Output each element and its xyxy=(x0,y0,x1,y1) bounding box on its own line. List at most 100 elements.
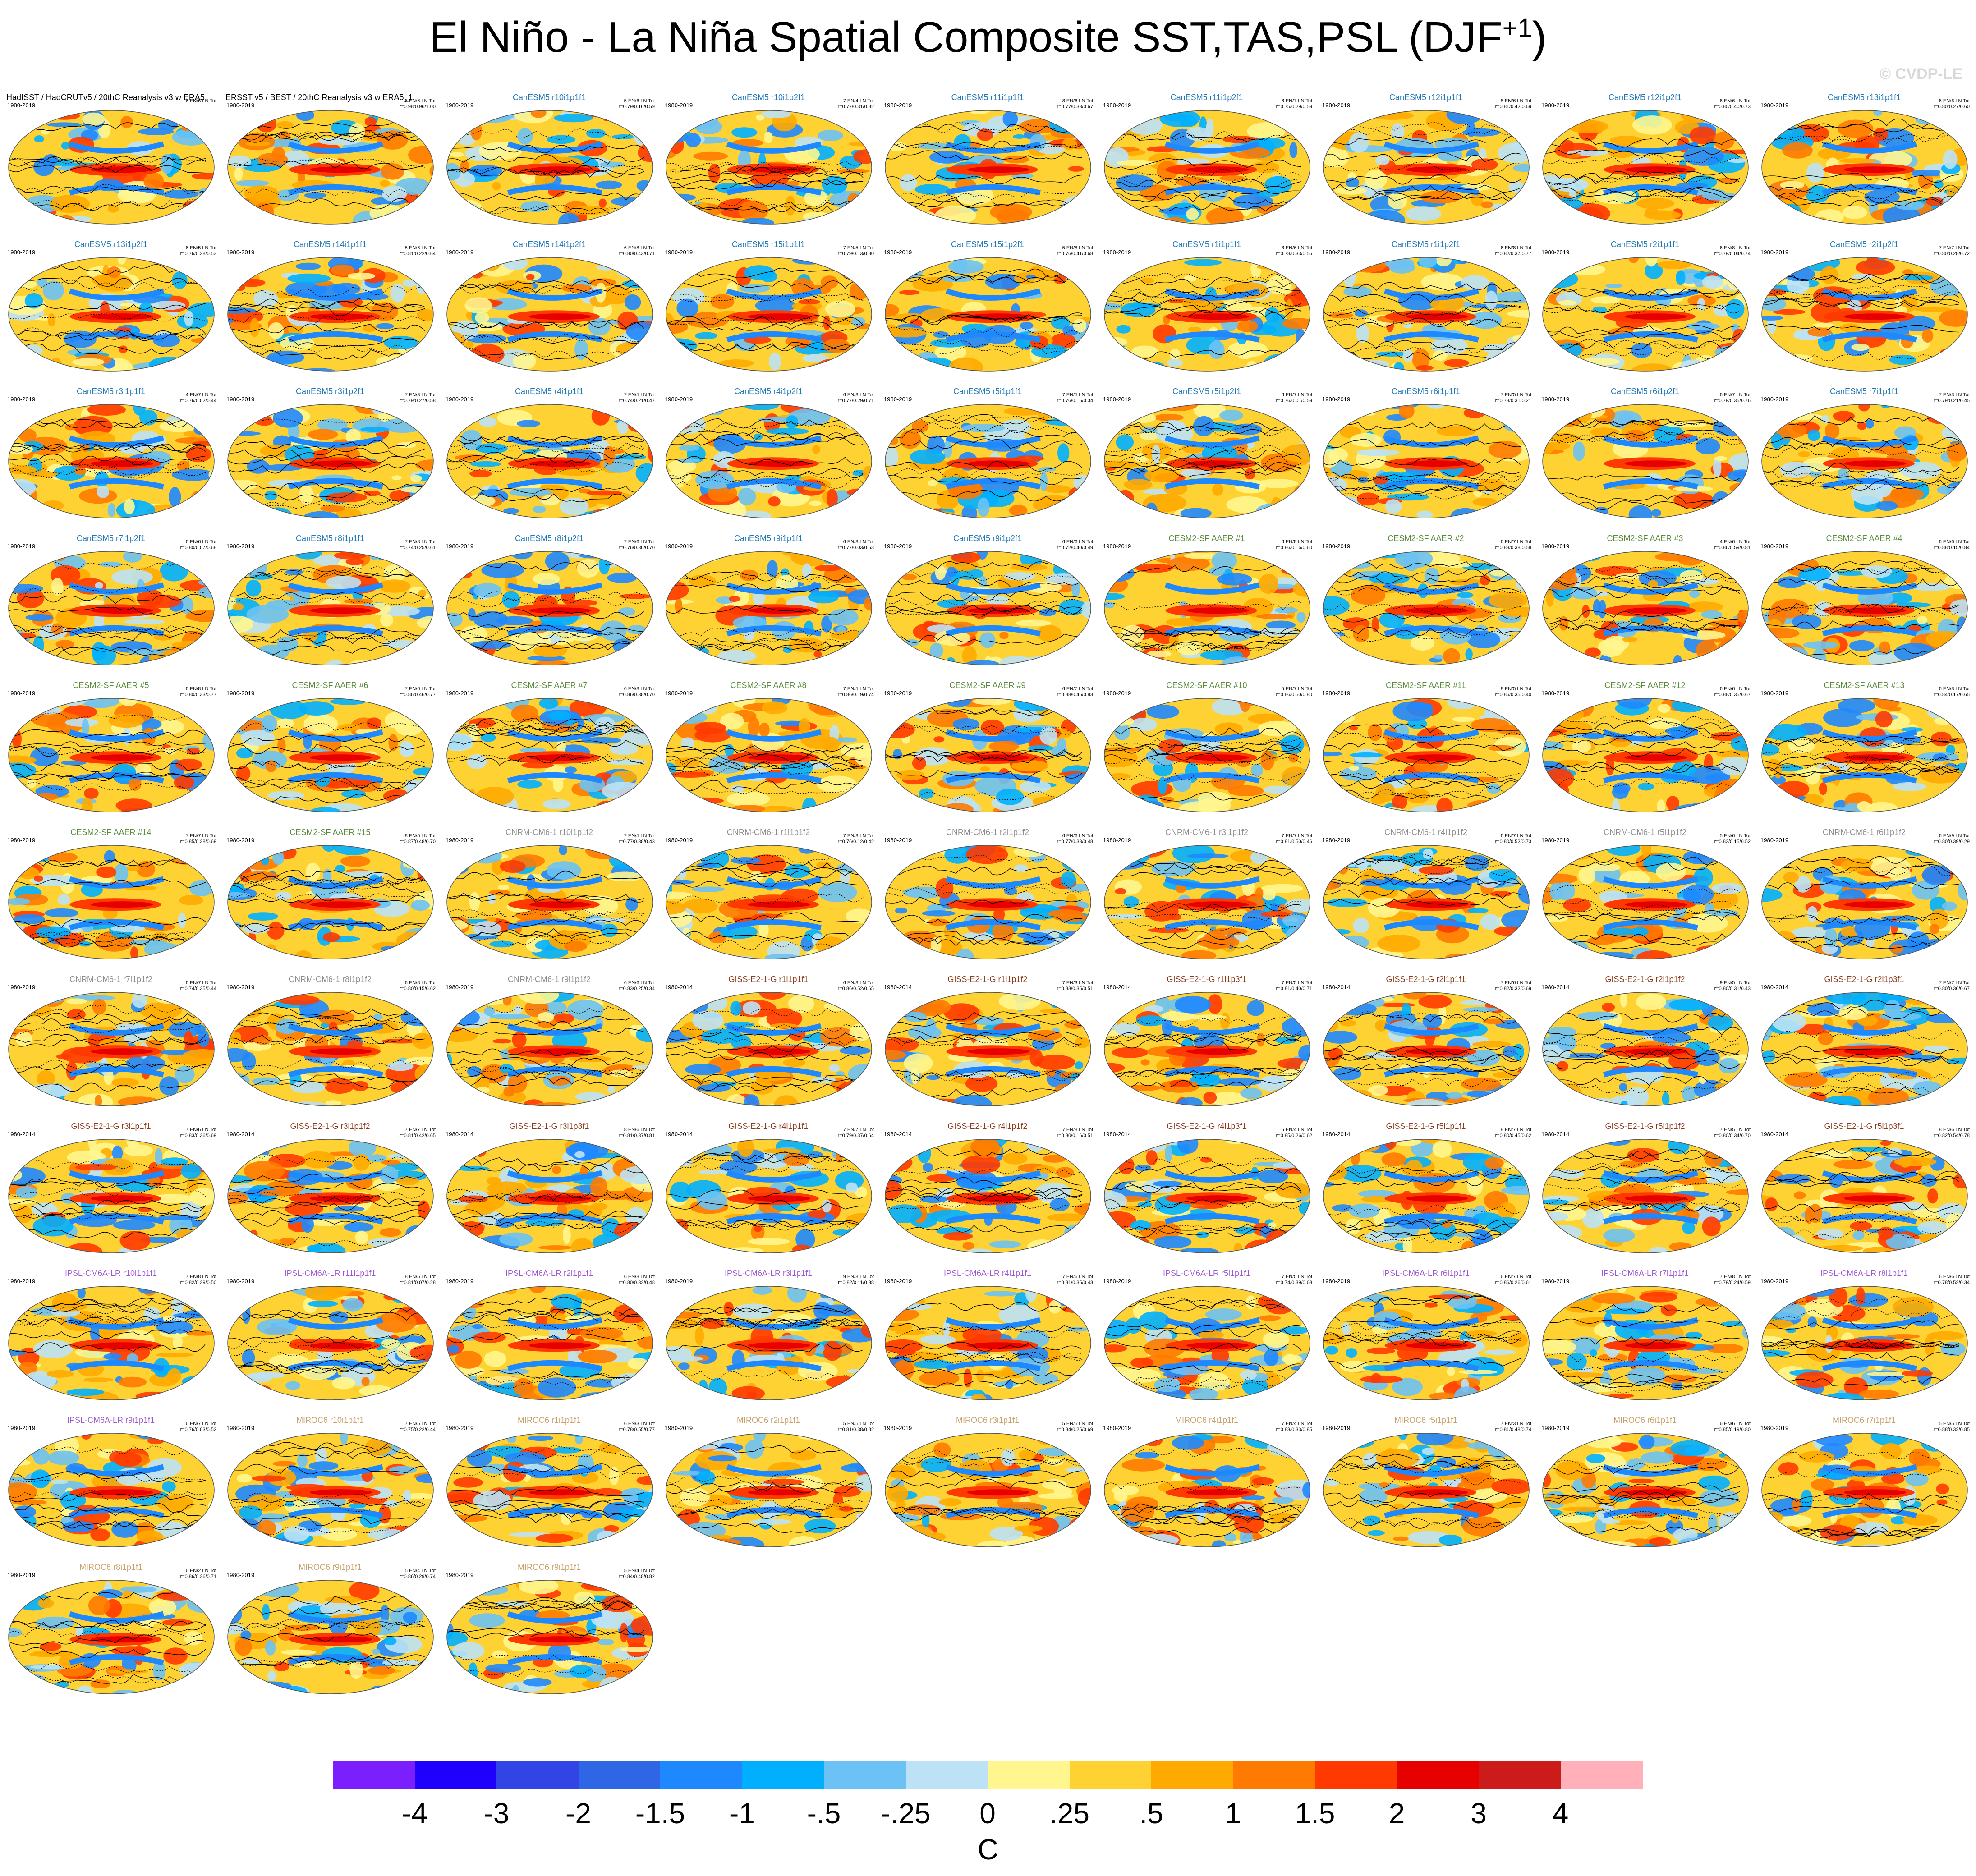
panel-title: CESM2-SF AAER #6 xyxy=(292,681,368,690)
panel-stats: 7 EN/5 LN Tot r=0.81/0.40/0.71 xyxy=(1276,980,1312,991)
panel-title: CanESM5 r1i1p2f1 xyxy=(1391,240,1461,249)
panel-years: 1980-2019 xyxy=(7,1572,36,1578)
panel-title: CNRM-CM6-1 r7i1p1f2 xyxy=(69,975,153,984)
map-panel: GISS-E2-1-G r2i1p1f1 1980-2014 7 EN/6 LN T… xyxy=(1319,972,1533,1110)
panel-title: CNRM-CM6-1 r8i1p1f2 xyxy=(288,975,372,984)
colorbar-tick-label: -2 xyxy=(565,1797,591,1830)
panel-years: 1980-2019 xyxy=(884,1425,912,1431)
panel-stats: 8 EN/6 LN Tot r=0.77/0.33/0.67 xyxy=(1057,98,1093,110)
map-panel: CESM2-SF AAER #6 1980-2019 7 EN/6 LN Tot r… xyxy=(223,678,437,816)
map-panel: CESM2-SF AAER #13 1980-2019 6 EN/8 LN Tot … xyxy=(1757,678,1971,816)
panel-years: 1980-2019 xyxy=(446,984,474,991)
map-panel: GISS-E2-1-G r1i1p3f1 1980-2014 7 EN/5 LN T… xyxy=(1099,972,1314,1110)
panel-stats: 7 EN/3 LN Tot r=0.79/0.21/0.45 xyxy=(1933,392,1970,404)
panel-stats: 6 EN/8 LN Tot r=0.84/0.17/0.65 xyxy=(1933,686,1970,697)
panel-stats: 7 EN/7 LN Tot r=0.79/0.37/0.64 xyxy=(837,1127,874,1138)
panel-stats: 6 EN/6 LN Tot r=0.72/0.40/0.49 xyxy=(1057,539,1093,550)
panel-title: CanESM5 r8i1p1f1 xyxy=(295,534,365,543)
panel-title: CESM2-SF AAER #12 xyxy=(1604,681,1686,690)
panel-stats: 6 EN/3 LN Tot r=0.78/0.55/0.77 xyxy=(618,1421,655,1432)
panel-title: MIROC6 r8i1p1f1 xyxy=(79,1563,143,1572)
panel-years: 1980-2019 xyxy=(1322,249,1351,256)
panel-years: 1980-2014 xyxy=(446,1131,474,1138)
map-panel: IPSL-CM6A-LR r2i1p1f1 1980-2019 6 EN/8 LN … xyxy=(442,1266,657,1404)
panel-stats: 8 EN/5 LN Tot r=0.87/0.48/0.70 xyxy=(399,833,436,844)
map-plot xyxy=(8,992,215,1106)
panel-title: MIROC6 r3i1p1f1 xyxy=(956,1416,1020,1425)
panel-title: MIROC6 r5i1p1f1 xyxy=(1394,1416,1458,1425)
title-superscript: +1 xyxy=(1502,14,1532,43)
colorbar-box xyxy=(333,1761,415,1789)
panel-stats: 6 EN/9 LN Tot r=0.80/0.39/0.29 xyxy=(1933,833,1970,844)
map-plot xyxy=(446,992,653,1106)
panel-stats: 7 EN/4 LN Tot r=0.83/0.33/0.85 xyxy=(1276,1421,1312,1432)
panel-stats: 6 EN/6 LN Tot r=0.80/0.40/0.73 xyxy=(1714,98,1751,110)
panel-title: CESM2-SF AAER #8 xyxy=(730,681,807,690)
map-panel: CanESM5 r1i1p1f1 1980-2019 6 EN/6 LN Tot r… xyxy=(1099,237,1314,375)
panel-title: CanESM5 r14i1p2f1 xyxy=(512,240,586,249)
panel-title: CanESM5 r12i1p1f1 xyxy=(1389,93,1463,102)
panel-years: 1980-2019 xyxy=(446,1425,474,1431)
panel-title: CESM2-SF AAER #10 xyxy=(1166,681,1247,690)
panel-title: CanESM5 r6i1p1f1 xyxy=(1391,387,1461,396)
panel-title: IPSL-CM6A-LR r7i1p1f1 xyxy=(1601,1269,1689,1278)
panel-years: 1980-2014 xyxy=(1103,984,1131,991)
map-plot xyxy=(1323,110,1530,225)
panel-years: 1980-2019 xyxy=(1103,543,1131,550)
panel-stats: 7 EN/6 LN Tot r=0.81/0.35/0.43 xyxy=(1057,1274,1093,1285)
map-plot xyxy=(227,1580,434,1694)
colorbar-box xyxy=(988,1761,1070,1789)
panel-years: 1980-2014 xyxy=(1322,984,1351,991)
map-plot xyxy=(1761,698,1968,812)
map-panel: CNRM-CM6-1 r1i1p1f2 1980-2019 7 EN/8 LN To… xyxy=(661,825,876,963)
panel-years: 1980-2019 xyxy=(446,396,474,403)
panel-stats: 7 EN/6 LN Tot r=0.83/0.36/0.69 xyxy=(180,1127,216,1138)
map-plot xyxy=(8,698,215,812)
panel-title: CNRM-CM6-1 r1i1p1f2 xyxy=(726,828,810,837)
panel-stats: 6 EN/8 LN Tot r=0.80/0.32/0.48 xyxy=(618,1274,655,1285)
panel-stats: 5 EN/6 LN Tot r=0.79/0.16/0.59 xyxy=(618,98,655,110)
panel-stats: 6 EN/6 LN Tot r=0.83/0.25/0.34 xyxy=(618,980,655,991)
map-panel: GISS-E2-1-G r5i1p1f1 1980-2014 8 EN/7 LN T… xyxy=(1319,1119,1533,1257)
panel-stats: 7 EN/8 LN Tot r=0.80/0.16/0.51 xyxy=(1057,1127,1093,1138)
panel-years: 1980-2019 xyxy=(665,1425,693,1431)
colorbar-tick-label: -.25 xyxy=(881,1797,931,1830)
colorbar-tick-label: -1 xyxy=(729,1797,755,1830)
panel-years: 1980-2019 xyxy=(7,1278,36,1284)
panel-years: 1980-2019 xyxy=(1541,1425,1570,1431)
panel-years: 1980-2019 xyxy=(446,102,474,109)
panel-years: 1980-2019 xyxy=(1760,543,1789,550)
map-plot xyxy=(1542,845,1749,959)
map-plot xyxy=(446,1139,653,1253)
panel-stats: 7 EN/6 LN Tot r=0.82/0.32/0.69 xyxy=(1495,980,1531,991)
map-panel: IPSL-CM6A-LR r3i1p1f1 1980-2019 9 EN/8 LN … xyxy=(661,1266,876,1404)
panel-years: 1980-2014 xyxy=(226,1131,255,1138)
map-plot xyxy=(8,404,215,518)
panel-stats: 6 EN/8 LN Tot r=0.79/0.04/0.74 xyxy=(1714,245,1751,257)
panel-years: 1980-2019 xyxy=(226,1572,255,1578)
map-panel: CanESM5 r2i1p1f1 1980-2019 6 EN/8 LN Tot r… xyxy=(1538,237,1752,375)
map-plot xyxy=(1104,992,1310,1106)
panel-stats: 7 EN/5 LN Tot r=0.73/0.31/0.21 xyxy=(1495,392,1531,404)
colorbar-box xyxy=(578,1761,661,1789)
panel-stats: 8 EN/6 LN Tot r=0.81/0.42/0.69 xyxy=(1495,98,1531,110)
panel-stats: 6 EN/8 LN Tot r=0.80/0.33/0.77 xyxy=(180,686,216,697)
panel-years: 1980-2019 xyxy=(1541,1278,1570,1284)
panel-title: GISS-E2-1-G r2i1p1f2 xyxy=(1605,975,1685,984)
panel-stats: 6 EN/5 LN Tot r=0.76/0.28/0.53 xyxy=(180,245,216,257)
panel-title: CanESM5 r13i1p1f1 xyxy=(1827,93,1901,102)
panel-stats: 7 EN/7 LN Tot r=0.85/0.28/0.69 xyxy=(180,833,216,844)
colorbar-box xyxy=(1479,1761,1561,1789)
panel-title: CESM2-SF AAER #13 xyxy=(1824,681,1905,690)
map-plot xyxy=(1323,257,1530,372)
map-panel: CanESM5 r5i1p2f1 1980-2019 6 EN/7 LN Tot r… xyxy=(1099,384,1314,522)
colorbar-tick-label: 0 xyxy=(979,1797,996,1830)
panel-stats: 7 EN/5 LN Tot r=0.74/0.21/0.47 xyxy=(618,392,655,404)
panel-title: CanESM5 r1i1p1f1 xyxy=(1172,240,1241,249)
colorbar-box xyxy=(1397,1761,1479,1789)
title-close: ) xyxy=(1532,13,1547,61)
colorbar-tick-label: 3 xyxy=(1471,1797,1487,1830)
panel-stats: 7 EN/3 LN Tot r=0.81/0.48/0.74 xyxy=(1495,1421,1531,1432)
map-panel: CNRM-CM6-1 r9i1p1f2 1980-2019 6 EN/6 LN To… xyxy=(442,972,657,1110)
map-panel: CanESM5 r12i1p1f1 1980-2019 8 EN/6 LN Tot … xyxy=(1319,90,1533,228)
